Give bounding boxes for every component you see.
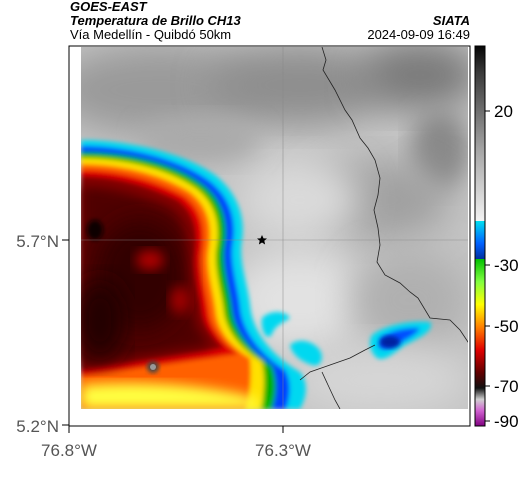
- colorbar-tick-label: -90: [494, 412, 519, 431]
- satellite-title: GOES-EAST: [70, 0, 147, 14]
- y-tick-label: 5.2°N: [16, 417, 59, 436]
- location-star-icon: [257, 235, 267, 245]
- brightness-temperature-field: [81, 47, 468, 409]
- product-title: Temperatura de Brillo CH13: [70, 13, 241, 28]
- colorbar-tick-label: -50: [494, 317, 519, 336]
- colorbar-tick-label: -70: [494, 377, 519, 396]
- x-tick-label: 76.8°W: [41, 441, 97, 460]
- colorbar-tick-label: -30: [494, 256, 519, 275]
- timestamp-label: 2024-09-09 16:49: [367, 27, 470, 42]
- region-subtitle: Vía Medellín - Quibdó 50km: [70, 27, 232, 42]
- colorbar: 20 -30 -50 -70 -90: [474, 45, 519, 431]
- x-tick-label: 76.3°W: [255, 441, 311, 460]
- organization-label: SIATA: [432, 13, 470, 28]
- colorbar-tick-label: 20: [494, 102, 513, 121]
- y-tick-label: 5.7°N: [16, 232, 59, 251]
